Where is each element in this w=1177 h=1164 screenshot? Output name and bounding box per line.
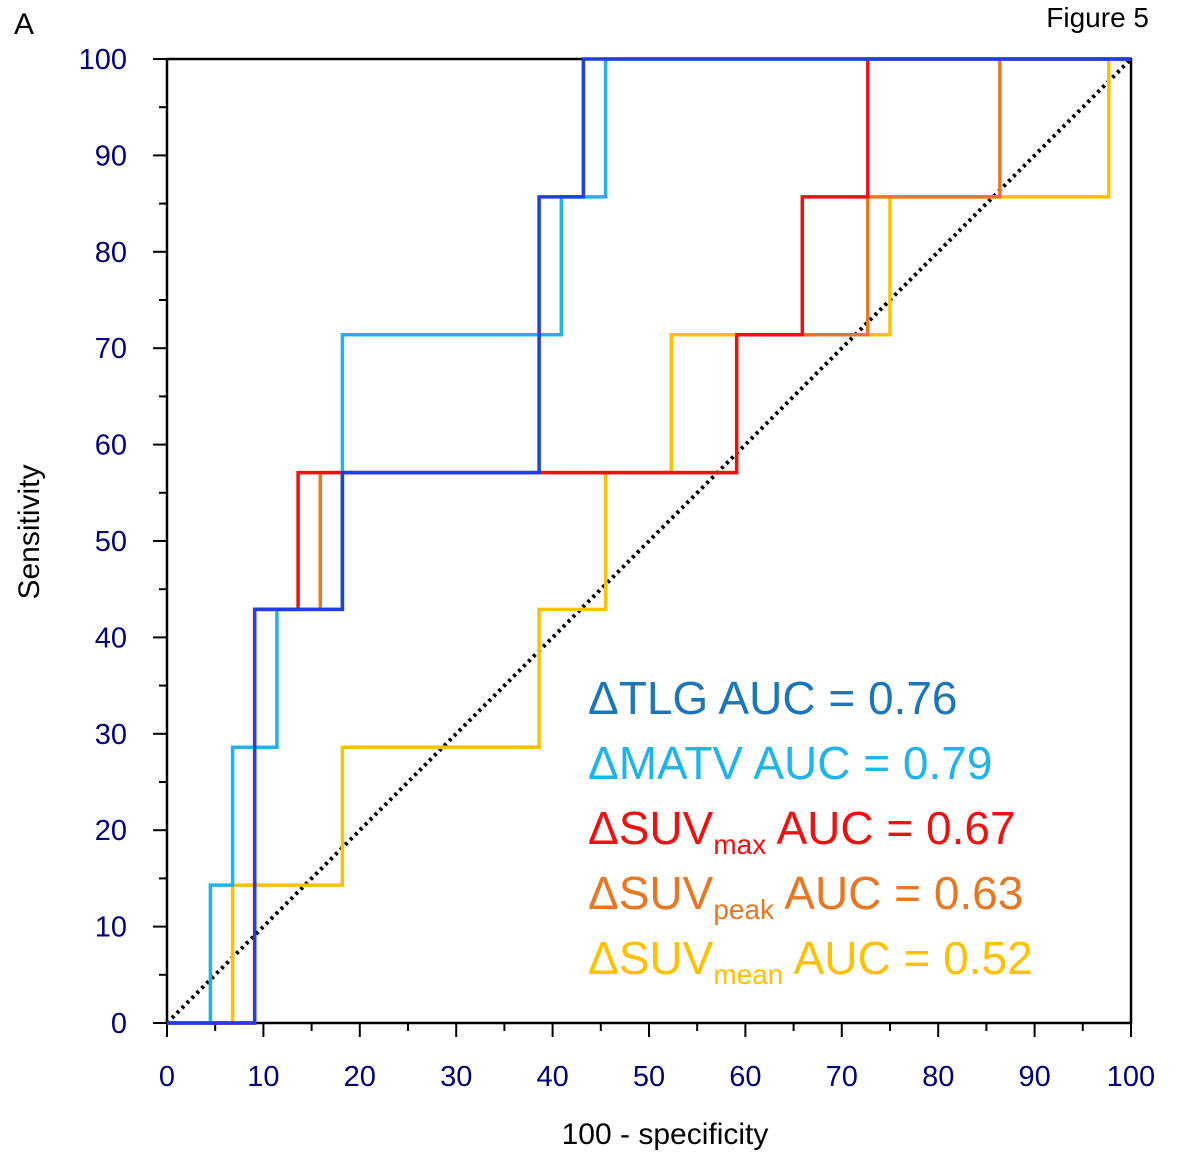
- legend-entry-label: ΔSUV: [588, 867, 714, 919]
- legend-entry: ΔTLG AUC = 0.76: [588, 666, 1033, 731]
- x-tick-label: 50: [633, 1061, 665, 1093]
- figure-label: Figure 5: [1046, 2, 1149, 33]
- y-axis-label: Sensitivity: [13, 464, 46, 600]
- x-tick-label: 90: [1018, 1061, 1050, 1093]
- legend-entry: ΔSUVpeak AUC = 0.63: [588, 861, 1033, 926]
- reference-diagonal-line: [165, 57, 1133, 1025]
- x-tick-label: 60: [729, 1061, 761, 1093]
- y-tick-label: 50: [95, 526, 127, 558]
- legend-entry-auc: AUC = 0.52: [783, 932, 1033, 984]
- x-tick-label: 70: [826, 1061, 858, 1093]
- y-tick-label: 10: [95, 912, 127, 944]
- legend-entry-auc: AUC = 0.63: [774, 867, 1024, 919]
- series-line-delta-tlg: [167, 57, 1131, 1025]
- legend-entry: ΔMATV AUC = 0.79: [588, 731, 1033, 796]
- legend-entry-label: ΔTLG AUC = 0.76: [588, 672, 958, 724]
- legend-entry-subscript: max: [713, 829, 767, 860]
- y-tick-label: 70: [95, 333, 127, 365]
- legend-entry: ΔSUVmax AUC = 0.67: [588, 796, 1033, 861]
- panel-letter: A: [14, 8, 35, 41]
- legend-entry-label: ΔMATV AUC = 0.79: [588, 737, 993, 789]
- legend: ΔTLG AUC = 0.76 ΔMATV AUC = 0.79 ΔSUVmax A…: [588, 666, 1033, 991]
- legend-entry-auc: AUC = 0.67: [766, 802, 1016, 854]
- x-tick-label: 30: [440, 1061, 472, 1093]
- x-tick-label: 20: [344, 1061, 376, 1093]
- legend-entry-label: ΔSUV: [588, 802, 714, 854]
- x-tick-label: 40: [536, 1061, 568, 1093]
- legend-entry-subscript: mean: [713, 959, 784, 990]
- y-tick-label: 30: [95, 719, 127, 751]
- y-tick-label: 90: [95, 140, 127, 172]
- y-tick-label: 0: [111, 1008, 127, 1040]
- y-tick-label: 40: [95, 622, 127, 654]
- y-tick-label: 80: [95, 237, 127, 269]
- y-tick-label: 100: [79, 44, 127, 76]
- legend-entry: ΔSUVmean AUC = 0.52: [588, 926, 1033, 991]
- x-tick-label: 80: [922, 1061, 954, 1093]
- x-tick-label: 10: [247, 1061, 279, 1093]
- x-tick-label: 0: [159, 1061, 175, 1093]
- y-tick-label: 60: [95, 430, 127, 462]
- legend-entry-label: ΔSUV: [588, 932, 714, 984]
- legend-entry-subscript: peak: [713, 894, 775, 925]
- y-tick-label: 20: [95, 815, 127, 847]
- x-axis-label: 100 - specificity: [561, 1118, 769, 1151]
- x-tick-label: 100: [1107, 1061, 1155, 1093]
